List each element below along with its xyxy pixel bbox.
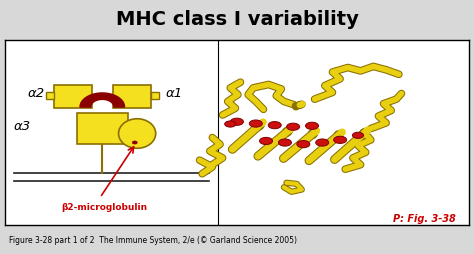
Circle shape [230,119,244,126]
Text: α1: α1 [165,87,182,100]
Bar [151,92,159,100]
Text: α3: α3 [14,120,31,133]
Text: P: Fig. 3-38: P: Fig. 3-38 [392,213,456,223]
Circle shape [334,137,346,144]
Circle shape [287,124,300,131]
Circle shape [306,123,319,130]
Text: β2-microglobulin: β2-microglobulin [62,202,148,211]
Bar [46,92,54,100]
Text: α2: α2 [28,87,45,100]
Circle shape [225,121,236,128]
Circle shape [249,120,262,128]
Text: Figure 3-28 part 1 of 2  The Immune System, 2/e (© Garland Science 2005): Figure 3-28 part 1 of 2 The Immune Syste… [9,235,297,245]
Circle shape [353,133,364,139]
Polygon shape [80,93,125,108]
Circle shape [316,139,329,147]
Bar [112,85,151,108]
Circle shape [268,122,281,129]
Circle shape [133,142,137,144]
Bar [77,114,128,144]
Circle shape [278,139,292,147]
Bar [54,85,92,108]
Circle shape [297,141,310,148]
Text: MHC class I variability: MHC class I variability [116,10,358,29]
Circle shape [260,138,273,145]
Ellipse shape [118,119,155,149]
